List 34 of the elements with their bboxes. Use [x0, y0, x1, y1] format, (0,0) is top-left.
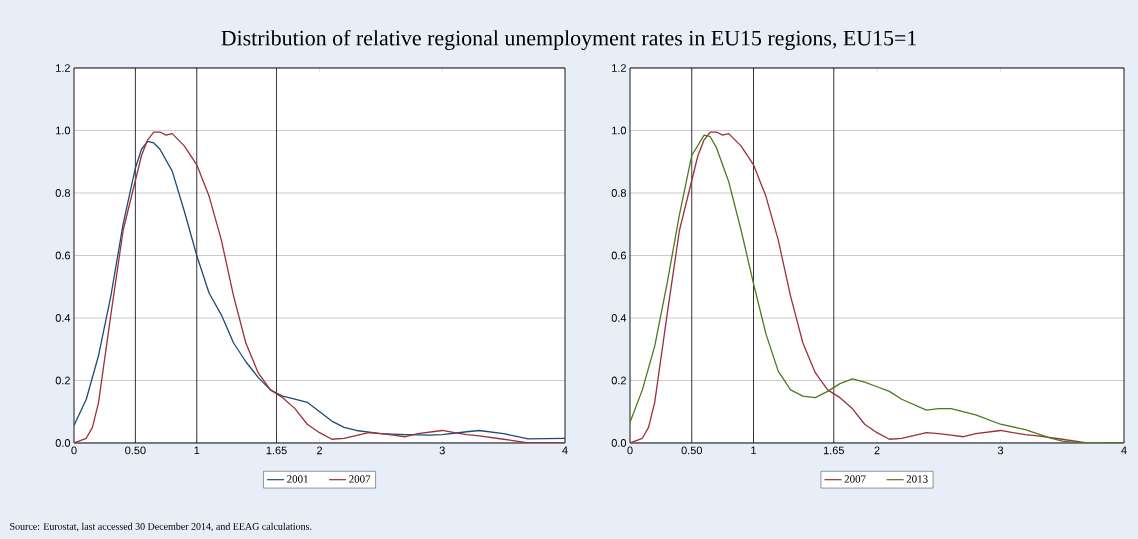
y-tick-label: 0.2 [611, 376, 626, 385]
y-tick-label: 0.4 [611, 314, 627, 322]
x-tick-label: 1 [751, 446, 757, 455]
y-tick-label: 0.0 [611, 439, 627, 447]
y-tick-label: 1.0 [56, 126, 71, 135]
y-tick-label: 1.2 [56, 64, 70, 72]
x-tick-label: 1 [194, 446, 200, 455]
x-tick-label: 3 [439, 446, 445, 455]
y-tick-label: 0.6 [611, 251, 627, 260]
x-tick-label: 4 [1121, 446, 1127, 455]
y-tick-label: 0.2 [55, 376, 70, 385]
x-tick-label: 0 [71, 446, 77, 455]
source-note: Source: Eurostat, last accessed 30 December 2014, and EEAG calculations. [10, 522, 312, 532]
y-tick-label: 0.8 [55, 189, 71, 197]
chart-title: Distribution of relative regional unemployment rates in EU15 regions, EU15=1 [221, 29, 917, 51]
x-tick-label: 2 [874, 446, 880, 455]
y-tick-label: 0.0 [55, 439, 71, 447]
y-tick-label: 0.4 [55, 314, 71, 322]
x-tick-label: 3 [997, 446, 1004, 455]
x-tick-label: 0.50 [681, 446, 702, 455]
legend-label: 2013 [906, 475, 928, 483]
x-tick-label: 4 [562, 446, 568, 455]
y-tick-label: 0.8 [611, 189, 627, 197]
x-tick-label: 2 [317, 446, 323, 455]
y-tick-label: 1.0 [612, 126, 627, 135]
x-tick-label: 1.65 [266, 446, 287, 455]
y-tick-label: 1.2 [612, 64, 626, 72]
y-tick-label: 0.6 [55, 251, 71, 260]
x-tick-label: 0 [627, 446, 633, 455]
x-tick-label: 1.65 [823, 446, 844, 455]
legend-label: 2001 [287, 475, 308, 483]
legend-label: 2007 [349, 475, 371, 483]
x-tick-label: 0.50 [125, 446, 146, 455]
legend-label: 2007 [844, 475, 866, 483]
